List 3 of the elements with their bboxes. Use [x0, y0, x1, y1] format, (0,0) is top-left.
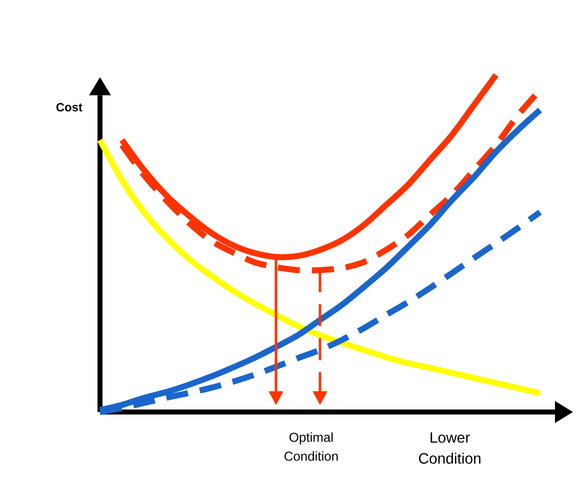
text: Lower Condition — [419, 432, 480, 464]
y-axis-title: Cost — [56, 102, 82, 112]
text: Optimal Condition — [284, 432, 338, 461]
